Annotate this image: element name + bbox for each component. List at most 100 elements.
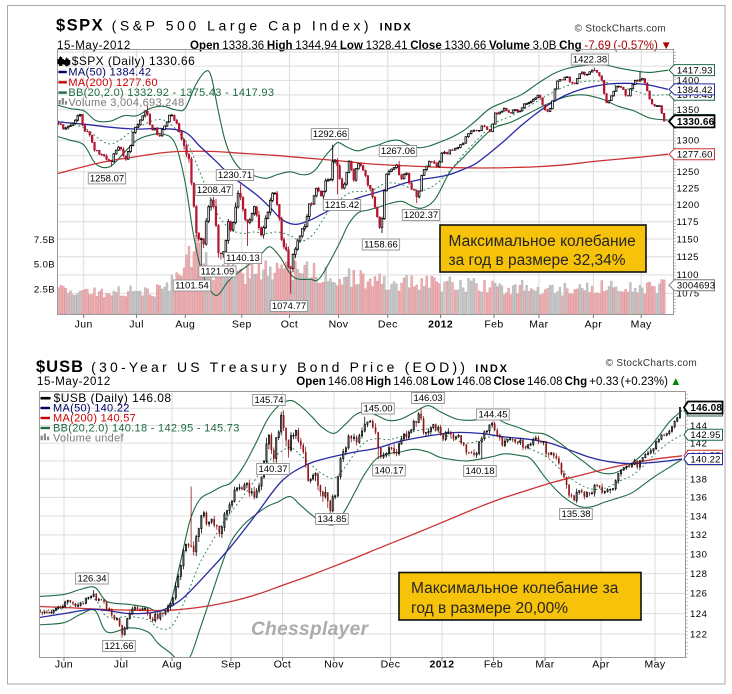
svg-text:1101.54: 1101.54 <box>175 281 209 292</box>
svg-text:146.03: 146.03 <box>413 393 442 404</box>
svg-text:Jul: Jul <box>129 318 144 330</box>
svg-text:140.18: 140.18 <box>465 466 494 477</box>
svg-text:Volume 3,004,693,248: Volume 3,004,693,248 <box>68 97 184 109</box>
svg-text:132: 132 <box>690 530 707 541</box>
svg-text:MA(200) 140.57: MA(200) 140.57 <box>53 413 136 425</box>
svg-text:Dec: Dec <box>378 318 398 330</box>
svg-text:140.17: 140.17 <box>374 466 403 477</box>
svg-text:1175: 1175 <box>677 217 699 228</box>
svg-text:1208.47: 1208.47 <box>197 185 231 196</box>
svg-text:Jun: Jun <box>75 318 93 330</box>
svg-text:2.5B: 2.5B <box>34 285 55 296</box>
svg-text:121.66: 121.66 <box>104 641 133 652</box>
svg-text:134: 134 <box>690 511 707 522</box>
svg-text:1300: 1300 <box>677 136 700 147</box>
svg-text:1074.77: 1074.77 <box>272 301 306 312</box>
svg-text:144: 144 <box>690 421 707 432</box>
svg-text:Feb: Feb <box>484 318 503 330</box>
svg-text:5.0B: 5.0B <box>34 260 55 271</box>
svg-text:Максимальное колебание за: Максимальное колебание за <box>411 580 619 597</box>
svg-text:MA(200) 1277.60: MA(200) 1277.60 <box>68 77 157 89</box>
svg-text:за год в размере 32,34%: за год в размере 32,34% <box>449 252 626 269</box>
svg-text:1100: 1100 <box>677 270 699 281</box>
svg-text:3004693: 3004693 <box>677 281 715 292</box>
svg-text:1075: 1075 <box>677 289 700 300</box>
svg-text:136: 136 <box>690 493 707 504</box>
svg-text:1330.66: 1330.66 <box>677 117 715 128</box>
svg-text:Jul: Jul <box>114 658 129 670</box>
svg-text:Feb: Feb <box>484 658 503 670</box>
svg-text:122: 122 <box>690 629 707 640</box>
svg-text:126.34: 126.34 <box>77 574 106 585</box>
svg-text:Sep: Sep <box>232 318 252 330</box>
svg-text:1267.06: 1267.06 <box>381 146 415 157</box>
svg-text:$SPX (Daily) 1330.66: $SPX (Daily) 1330.66 <box>72 54 195 68</box>
svg-text:1215.42: 1215.42 <box>325 200 359 211</box>
svg-text:год в размере 20,00%: год в размере 20,00% <box>411 600 568 617</box>
svg-text:Nov: Nov <box>324 658 344 670</box>
svg-text:Volume undef: Volume undef <box>53 433 125 445</box>
svg-text:1384.42: 1384.42 <box>677 85 713 96</box>
svg-text:Sep: Sep <box>221 658 241 670</box>
svg-text:145.74: 145.74 <box>254 395 283 406</box>
svg-text:1258.07: 1258.07 <box>90 174 124 185</box>
svg-text:1202.37: 1202.37 <box>404 210 438 221</box>
svg-text:$USB (Daily) 146.08: $USB (Daily) 146.08 <box>54 391 172 405</box>
svg-text:Mar: Mar <box>535 658 554 670</box>
svg-text:146.08: 146.08 <box>690 403 722 414</box>
svg-text:144.45: 144.45 <box>478 410 507 421</box>
svg-text:128: 128 <box>690 569 707 580</box>
svg-text:1277.60: 1277.60 <box>677 150 713 161</box>
svg-text:142: 142 <box>690 438 707 449</box>
svg-text:BB(20,2.0) 140.18 - 142.95 - 1: BB(20,2.0) 140.18 - 142.95 - 145.73 <box>53 423 240 435</box>
svg-text:15-May-2012: 15-May-2012 <box>57 40 131 52</box>
svg-text:Chessplayer: Chessplayer <box>251 619 370 640</box>
svg-text:1230.71: 1230.71 <box>218 170 252 181</box>
svg-text:Apr: Apr <box>585 318 603 330</box>
svg-text:15-May-2012: 15-May-2012 <box>37 376 111 388</box>
svg-text:MA(50) 140.22: MA(50) 140.22 <box>53 403 130 415</box>
svg-text:126: 126 <box>690 589 707 600</box>
svg-text:BB(20,2.0) 1332.92 - 1375.43 -: BB(20,2.0) 1332.92 - 1375.43 - 1417.93 <box>68 87 274 99</box>
svg-text:$USB (30-Year US Treasury Bond: $USB (30-Year US Treasury Bond Price (EO… <box>36 358 509 376</box>
svg-text:140.37: 140.37 <box>258 464 287 475</box>
svg-text:1250: 1250 <box>677 167 700 178</box>
svg-text:1350: 1350 <box>677 105 700 116</box>
svg-text:$SPX (S&P 500 Large Cap Index): $SPX (S&P 500 Large Cap Index) INDX <box>56 17 412 35</box>
svg-text:1121.09: 1121.09 <box>201 267 235 278</box>
svg-text:1140.13: 1140.13 <box>226 253 260 264</box>
svg-text:Aug: Aug <box>175 318 195 330</box>
svg-text:140.22: 140.22 <box>690 454 720 465</box>
svg-text:Dec: Dec <box>381 658 401 670</box>
svg-text:1158.66: 1158.66 <box>364 240 398 251</box>
svg-text:2012: 2012 <box>428 318 453 330</box>
svg-text:1200: 1200 <box>677 200 700 211</box>
svg-text:1417.93: 1417.93 <box>677 66 713 77</box>
svg-text:Open 146.08 High 146.08 Low 14: Open 146.08 High 146.08 Low 146.08 Close… <box>296 376 681 388</box>
svg-text:1422.38: 1422.38 <box>573 55 607 66</box>
svg-text:2012: 2012 <box>430 658 455 670</box>
svg-text:1150: 1150 <box>677 234 699 245</box>
svg-text:1225: 1225 <box>677 183 700 194</box>
svg-text:Nov: Nov <box>329 318 349 330</box>
svg-text:1375.43: 1375.43 <box>677 90 713 101</box>
svg-text:May: May <box>644 658 665 670</box>
svg-text:7.5B: 7.5B <box>34 235 55 246</box>
svg-text:© StockCharts.com: © StockCharts.com <box>575 24 666 35</box>
svg-text:135.38: 135.38 <box>561 509 590 520</box>
svg-text:Oct: Oct <box>281 318 299 330</box>
svg-text:Aug: Aug <box>162 658 182 670</box>
svg-text:130: 130 <box>690 549 707 560</box>
svg-text:Максимальное колебание: Максимальное колебание <box>449 233 636 250</box>
svg-text:Open 1338.36 High 1344.94 Low: Open 1338.36 High 1344.94 Low 1328.41 Cl… <box>190 40 672 52</box>
svg-text:MA(50) 1384.42: MA(50) 1384.42 <box>68 67 151 79</box>
svg-text:138: 138 <box>690 474 707 485</box>
svg-text:134.85: 134.85 <box>317 514 346 525</box>
svg-text:© StockCharts.com: © StockCharts.com <box>606 358 697 369</box>
svg-text:Jun: Jun <box>55 658 73 670</box>
svg-text:1400: 1400 <box>677 76 700 87</box>
svg-text:Oct: Oct <box>274 658 292 670</box>
svg-text:145.00: 145.00 <box>363 404 392 415</box>
svg-text:May: May <box>631 318 652 330</box>
svg-text:Apr: Apr <box>592 658 610 670</box>
